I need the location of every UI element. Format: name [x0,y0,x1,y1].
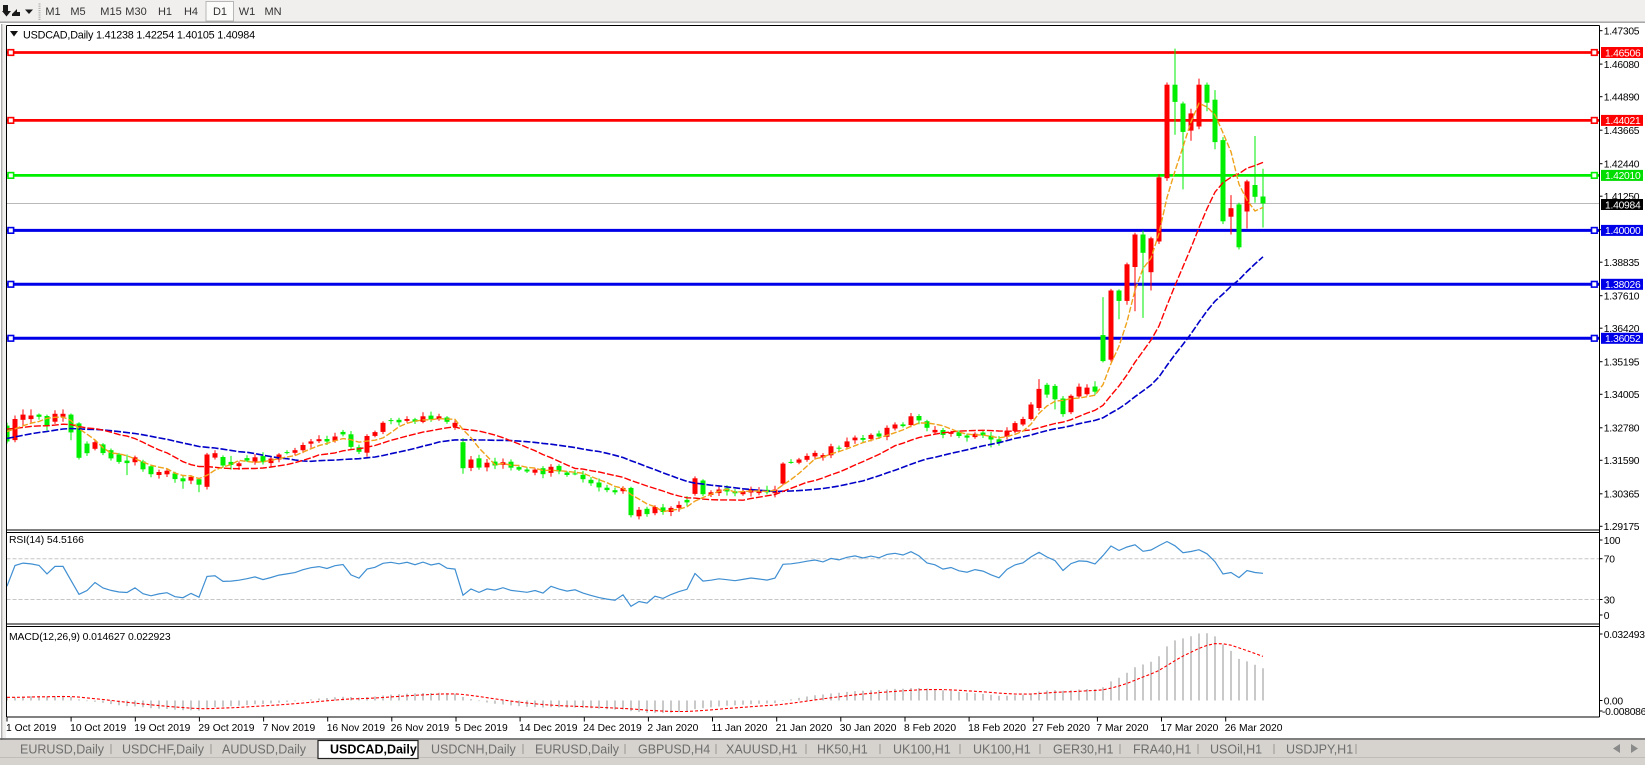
svg-text:1.38026: 1.38026 [1605,280,1641,291]
svg-text:H4: H4 [184,6,198,18]
svg-text:70: 70 [1604,555,1615,566]
svg-text:18 Feb 2020: 18 Feb 2020 [968,723,1026,734]
svg-text:30 Jan 2020: 30 Jan 2020 [840,723,897,734]
svg-text:1.38835: 1.38835 [1604,258,1640,269]
svg-text:1.46506: 1.46506 [1605,48,1641,59]
svg-text:M15: M15 [100,6,121,18]
svg-text:100: 100 [1604,536,1621,547]
svg-text:M1: M1 [45,6,60,18]
svg-text:1.30365: 1.30365 [1604,490,1640,501]
svg-text:7 Mar 2020: 7 Mar 2020 [1096,723,1148,734]
svg-text:26 Nov 2019: 26 Nov 2019 [391,723,450,734]
svg-text:EURUSD,Daily: EURUSD,Daily [20,743,105,757]
svg-text:HK50,H1: HK50,H1 [817,743,868,757]
svg-text:USDCAD,Daily 1.41238 1.42254 1: USDCAD,Daily 1.41238 1.42254 1.40105 1.4… [23,30,255,42]
svg-text:1.44021: 1.44021 [1605,116,1641,127]
svg-text:2 Jan 2020: 2 Jan 2020 [647,723,698,734]
svg-text:MN: MN [264,6,281,18]
svg-text:1.42010: 1.42010 [1605,171,1641,182]
svg-text:1.32780: 1.32780 [1604,424,1640,435]
svg-text:17 Mar 2020: 17 Mar 2020 [1161,723,1219,734]
svg-text:GER30,H1: GER30,H1 [1053,743,1113,757]
svg-text:5 Dec 2019: 5 Dec 2019 [455,723,508,734]
svg-text:USDCHF,Daily: USDCHF,Daily [122,743,205,757]
svg-text:8 Feb 2020: 8 Feb 2020 [904,723,956,734]
svg-text:USOil,H1: USOil,H1 [1210,743,1262,757]
svg-text:XAUUSD,H1: XAUUSD,H1 [726,743,798,757]
svg-text:MACD(12,26,9) 0.014627 0.02292: MACD(12,26,9) 0.014627 0.022923 [9,632,171,643]
svg-text:1.46080: 1.46080 [1604,60,1640,71]
svg-text:0: 0 [1604,611,1610,622]
svg-text:1 Oct 2019: 1 Oct 2019 [6,723,57,734]
svg-text:1.43665: 1.43665 [1604,126,1640,137]
svg-text:11 Jan 2020: 11 Jan 2020 [712,723,768,734]
svg-text:21 Jan 2020: 21 Jan 2020 [776,723,833,734]
svg-text:USDCAD,Daily: USDCAD,Daily [330,743,417,757]
svg-text:USDCNH,Daily: USDCNH,Daily [431,743,516,757]
svg-text:M30: M30 [125,6,146,18]
svg-text:EURUSD,Daily: EURUSD,Daily [535,743,620,757]
svg-text:-0.008086: -0.008086 [1602,707,1645,718]
svg-text:UK100,H1: UK100,H1 [893,743,951,757]
svg-text:FRA40,H1: FRA40,H1 [1133,743,1191,757]
svg-text:1.40984: 1.40984 [1605,200,1641,211]
svg-text:1.36052: 1.36052 [1605,334,1641,345]
svg-text:19 Oct 2019: 19 Oct 2019 [134,723,190,734]
svg-text:AUDUSD,Daily: AUDUSD,Daily [222,743,307,757]
svg-text:USDJPY,H1: USDJPY,H1 [1286,743,1353,757]
svg-text:M5: M5 [70,6,85,18]
svg-text:0.032493: 0.032493 [1604,630,1645,641]
svg-text:27 Feb 2020: 27 Feb 2020 [1032,723,1090,734]
svg-text:1.40000: 1.40000 [1605,226,1641,237]
svg-text:1.47305: 1.47305 [1604,27,1640,38]
svg-text:1.44890: 1.44890 [1604,93,1640,104]
svg-text:1.35195: 1.35195 [1604,358,1640,369]
svg-text:30: 30 [1604,595,1615,606]
svg-text:1.34005: 1.34005 [1604,390,1640,401]
svg-text:0.00: 0.00 [1604,696,1624,707]
svg-text:26 Mar 2020: 26 Mar 2020 [1225,723,1283,734]
svg-text:RSI(14) 54.5166: RSI(14) 54.5166 [9,535,84,546]
svg-text:1.31590: 1.31590 [1604,456,1640,467]
svg-text:14 Dec 2019: 14 Dec 2019 [519,723,578,734]
svg-text:24 Dec 2019: 24 Dec 2019 [583,723,642,734]
svg-text:GBPUSD,H4: GBPUSD,H4 [638,743,710,757]
svg-text:W1: W1 [239,6,256,18]
svg-text:1.41250: 1.41250 [1604,192,1640,203]
svg-text:H1: H1 [158,6,172,18]
svg-text:10 Oct 2019: 10 Oct 2019 [70,723,126,734]
svg-text:7 Nov 2019: 7 Nov 2019 [263,723,316,734]
svg-text:UK100,H1: UK100,H1 [973,743,1031,757]
svg-text:D1: D1 [213,6,227,18]
svg-text:1.37610: 1.37610 [1604,292,1640,303]
svg-text:1.36420: 1.36420 [1604,324,1640,335]
svg-text:16 Nov 2019: 16 Nov 2019 [327,723,386,734]
svg-text:1.42440: 1.42440 [1604,160,1640,171]
svg-text:1.29175: 1.29175 [1604,522,1640,533]
svg-text:29 Oct 2019: 29 Oct 2019 [198,723,254,734]
